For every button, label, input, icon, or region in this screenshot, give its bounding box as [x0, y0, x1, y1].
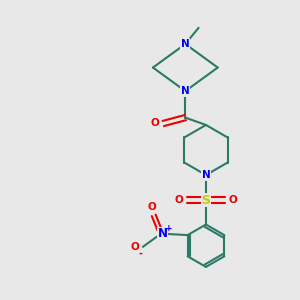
Text: O: O [229, 195, 238, 205]
Text: +: + [165, 224, 172, 233]
Text: N: N [181, 86, 190, 96]
Text: O: O [130, 242, 139, 252]
Text: O: O [148, 202, 157, 212]
Text: N: N [202, 170, 210, 180]
Text: N: N [181, 39, 190, 49]
Text: N: N [158, 227, 168, 240]
Text: -: - [139, 248, 143, 258]
Text: O: O [151, 118, 159, 128]
Text: S: S [201, 194, 210, 207]
Text: O: O [174, 195, 183, 205]
